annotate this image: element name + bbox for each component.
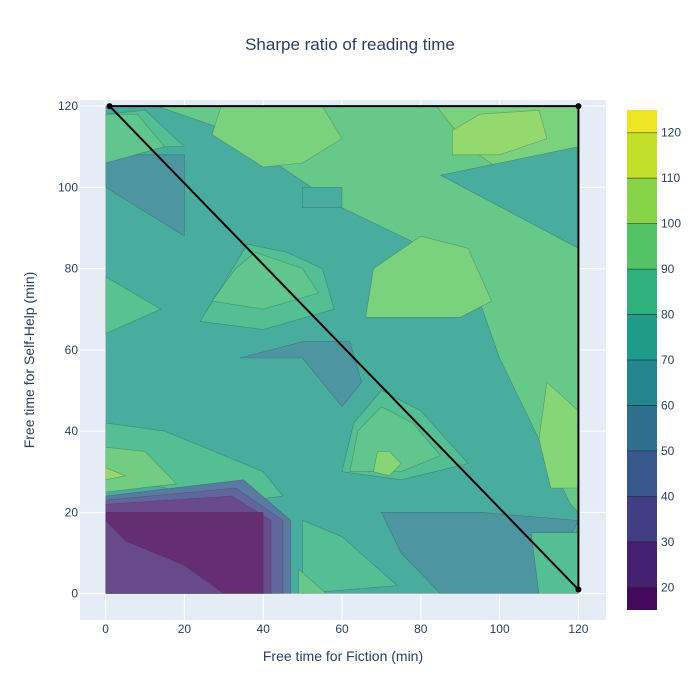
colorbar: 20 30 40 50 60 70 80 90 100 110 120 (627, 110, 681, 610)
axis-ticks: 0 20 40 60 80 100 120 0 20 40 60 80 100 120 (58, 99, 589, 636)
colorbar-tick-label: 30 (661, 535, 675, 549)
contour-region (349, 406, 441, 473)
colorbar-band (627, 360, 657, 406)
contour-region (373, 451, 402, 477)
colorbar-band (627, 132, 657, 179)
colorbar-tick-label: 110 (661, 171, 680, 185)
contour-region (105, 467, 126, 481)
contour-region (381, 511, 579, 594)
x-tick-label: 20 (178, 622, 192, 636)
colorbar-band (627, 587, 657, 610)
colorbar-tick-label: 40 (661, 489, 675, 503)
y-tick-label: 80 (65, 262, 79, 276)
y-tick-label: 120 (58, 99, 78, 113)
contour-region (538, 381, 579, 489)
contour-region (451, 109, 548, 156)
contour-region (298, 568, 327, 594)
y-tick-label: 100 (58, 180, 78, 194)
y-axis-title: Free time for Self-Help (min) (21, 272, 37, 449)
chart-title: Sharpe ratio of reading time (245, 35, 455, 54)
overlay-marker (575, 103, 582, 110)
contour-region (239, 341, 363, 408)
x-tick-label: 80 (414, 622, 428, 636)
colorbar-band (627, 450, 657, 497)
colorbar-band (627, 269, 657, 315)
x-axis-title: Free time for Fiction (min) (263, 648, 423, 664)
colorbar-tick-label: 80 (661, 308, 675, 322)
x-tick-label: 120 (568, 622, 588, 636)
colorbar-tick-label: 50 (661, 444, 675, 458)
colorbar-band (627, 405, 657, 451)
x-tick-label: 60 (335, 622, 349, 636)
overlay-triangle (106, 103, 582, 593)
colorbar-band (627, 223, 657, 270)
contour-region (302, 520, 398, 594)
contour-region (211, 106, 343, 168)
overlay-marker (575, 586, 582, 593)
x-tick-label: 100 (490, 622, 510, 636)
y-tick-label: 60 (65, 343, 79, 357)
y-tick-label: 20 (65, 505, 79, 519)
overlay-marker (106, 103, 113, 110)
y-tick-label: 40 (65, 424, 79, 438)
contour-region (302, 187, 343, 208)
colorbar-tick-label: 120 (661, 126, 681, 140)
colorbar-band (627, 110, 657, 133)
contour-region (105, 276, 162, 334)
colorbar-band (627, 496, 657, 542)
contour-region (105, 447, 177, 493)
contour-region (105, 113, 165, 164)
contour-region (365, 235, 493, 318)
colorbar-tick-label: 100 (661, 217, 681, 231)
x-tick-label: 40 (257, 622, 271, 636)
colorbar-tick-label: 20 (661, 580, 675, 594)
contour-region (105, 520, 225, 594)
colorbar-band (627, 178, 657, 224)
y-tick-label: 0 (71, 587, 78, 601)
overlay-line (108, 105, 580, 592)
contour-wash (105, 106, 579, 594)
colorbar-tick-label: 70 (661, 353, 675, 367)
colorbar-tick-label: 90 (661, 262, 675, 276)
colorbar-tick-label: 60 (661, 398, 675, 412)
contour-regions (105, 106, 579, 594)
colorbar-band (627, 541, 657, 588)
colorbar-band (627, 314, 657, 360)
x-tick-label: 0 (102, 622, 109, 636)
